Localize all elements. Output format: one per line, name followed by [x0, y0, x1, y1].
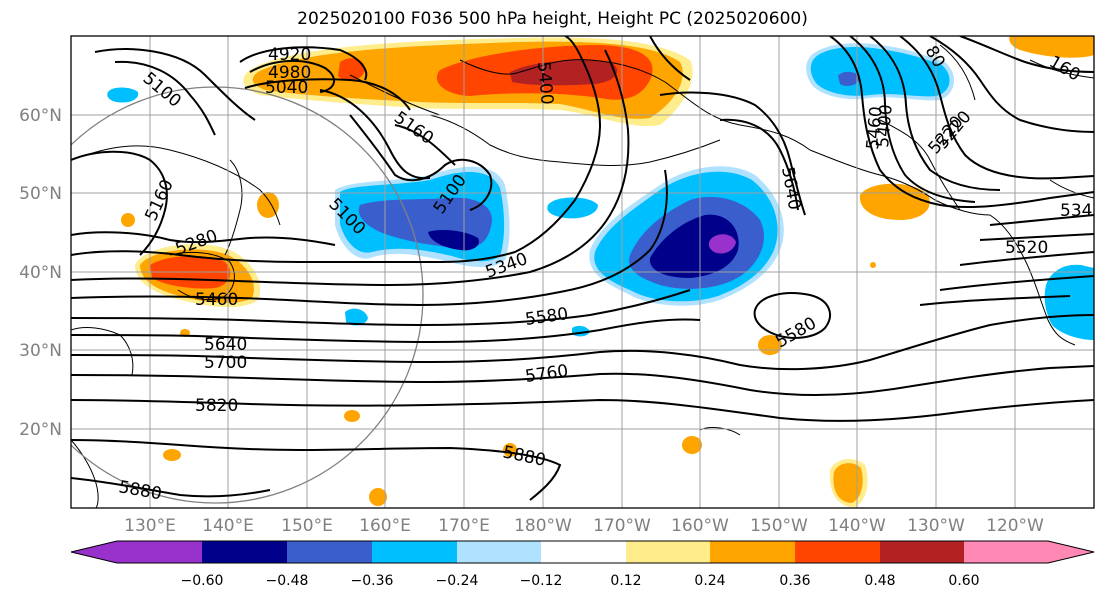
colorbar-tick-label: −0.36: [351, 573, 394, 589]
positive-anomaly-area: [338, 58, 365, 81]
positive-anomaly-area: [859, 183, 930, 220]
contour-label: 5880: [117, 477, 163, 504]
contour-label: 4980: [268, 63, 311, 83]
colorbar-segment: [287, 541, 372, 563]
positive-anomaly-area: [163, 449, 181, 461]
lon-label: 120°W: [986, 516, 1044, 536]
colorbar-segment: [71, 541, 117, 563]
positive-anomaly-area: [1009, 36, 1094, 58]
contour-label: 5040: [265, 78, 308, 98]
colorbar-segment: [880, 541, 964, 563]
positive-anomaly-area: [870, 262, 876, 268]
contour-label: 5640: [777, 165, 804, 211]
negative-anomaly-area: [708, 234, 736, 254]
positive-anomaly-area: [121, 213, 135, 227]
colorbar-segment: [964, 541, 1094, 563]
lon-label: 160°E: [359, 516, 411, 536]
lat-label: 60°N: [19, 106, 62, 126]
negative-anomaly-area: [838, 71, 860, 86]
lat-label: 40°N: [19, 263, 62, 283]
contour-label: 5580: [773, 313, 820, 352]
colorbar: −0.60 −0.48 −0.36 −0.24 −0.12 0.12 0.24 …: [70, 540, 1095, 589]
negative-anomaly-area: [107, 87, 139, 103]
lat-label: 50°N: [19, 184, 62, 204]
negative-anomaly-area: [345, 308, 368, 326]
height-contours: [71, 36, 1094, 501]
lon-label: 130°E: [124, 516, 176, 536]
latitude-labels: 60°N 50°N 40°N 30°N 20°N: [19, 106, 62, 440]
lon-label: 150°W: [750, 516, 808, 536]
colorbar-segment: [795, 541, 880, 563]
lon-label: 130°W: [907, 516, 965, 536]
contour-label: 5700: [204, 353, 247, 373]
contour-label: 5460: [195, 290, 238, 310]
positive-anomaly-area: [369, 488, 387, 506]
contour-label: 5580: [524, 304, 570, 330]
colorbar-tick-label: 0.48: [864, 573, 895, 589]
colorbar-tick-label: 0.12: [610, 573, 641, 589]
colorbar-segment: [202, 541, 287, 563]
colorbar-tick-label: 0.24: [694, 573, 725, 589]
colorbar-segment: [626, 541, 710, 563]
lon-label: 160°W: [671, 516, 729, 536]
lon-label: 170°E: [438, 516, 490, 536]
lon-label: 140°E: [202, 516, 254, 536]
colorbar-ticks: −0.60 −0.48 −0.36 −0.24 −0.12 0.12 0.24 …: [181, 573, 980, 589]
lon-label: 170°W: [593, 516, 651, 536]
lon-label: 150°E: [281, 516, 333, 536]
contour-label: 5460: [863, 106, 887, 151]
contour-label: 5520: [1005, 238, 1048, 258]
colorbar-outline: [70, 540, 1095, 564]
coastlines: [71, 44, 1094, 508]
colorbar-tick-label: 0.36: [779, 573, 810, 589]
lon-label: 180°W: [514, 516, 572, 536]
colorbar-segment: [457, 541, 541, 563]
chart-title: 2025020100 F036 500 hPa height, Height P…: [297, 9, 808, 29]
contour-label: 5880: [501, 442, 547, 471]
range-circle: [71, 86, 424, 504]
contour-label: 5640: [204, 335, 247, 355]
positive-anomaly-area: [344, 410, 360, 422]
contour-label: 534: [1060, 201, 1092, 221]
colorbar-segment: [372, 541, 457, 563]
contour-label: 5400: [873, 104, 897, 149]
contour-label: 5160: [141, 176, 177, 224]
contour-label: 5760: [524, 361, 570, 387]
colorbar-tick-label: 0.60: [948, 573, 979, 589]
contour-label: 5820: [195, 396, 238, 416]
negative-anomaly-area: [547, 197, 598, 219]
colorbar-tick-label: −0.48: [266, 573, 309, 589]
colorbar-tick-label: −0.12: [520, 573, 563, 589]
positive-anomaly-area: [833, 463, 863, 503]
colorbar-tick-label: −0.24: [436, 573, 479, 589]
contour-label: 4920: [268, 45, 311, 65]
map-area: 4920 4980 5040 5100 5160 5100 5160 5220 …: [71, 36, 1094, 508]
colorbar-tick-label: −0.60: [181, 573, 224, 589]
lat-label: 20°N: [19, 420, 62, 440]
colorbar-segment: [710, 541, 795, 563]
colorbar-segment: [117, 541, 202, 563]
contour-label: 5400: [533, 61, 557, 106]
negative-anomaly-area: [428, 230, 479, 251]
positive-anomaly-area: [257, 192, 279, 218]
negative-anomaly-area: [649, 214, 739, 278]
graticule: [71, 36, 1094, 508]
longitude-labels: 130°E 140°E 150°E 160°E 170°E 180°W 170°…: [124, 516, 1044, 536]
contour-label: 5100: [139, 69, 185, 112]
lat-label: 30°N: [19, 341, 62, 361]
colorbar-segment: [541, 541, 626, 563]
map-frame: [70, 35, 1095, 509]
negative-anomaly-area: [1044, 264, 1094, 340]
positive-anomaly-area: [682, 436, 702, 454]
lon-label: 140°W: [828, 516, 886, 536]
